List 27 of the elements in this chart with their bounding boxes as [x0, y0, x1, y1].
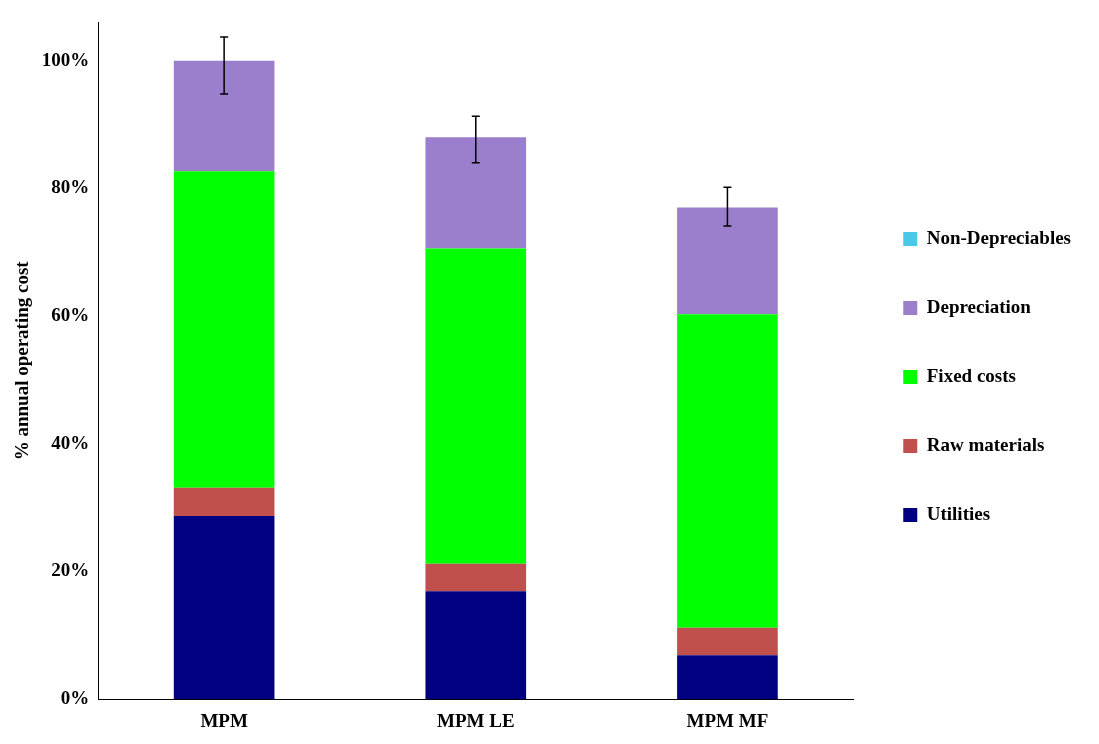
bar — [425, 591, 527, 700]
legend-label: Depreciation — [926, 295, 1032, 317]
legend-label: Fixed costs — [926, 364, 1016, 386]
bar — [173, 171, 275, 488]
bar — [677, 207, 778, 315]
x-tick-label: MPM MF — [686, 709, 769, 731]
y-tick-label: 100% — [41, 48, 90, 70]
y-tick-label: 80% — [51, 176, 90, 198]
bar — [425, 137, 527, 249]
legend-label: Non-Depreciables — [926, 226, 1072, 248]
y-tick-label: 20% — [51, 559, 90, 581]
y-tick-label: 60% — [51, 304, 90, 326]
bar — [173, 515, 275, 700]
y-tick-label: 40% — [51, 431, 90, 453]
bar — [173, 487, 275, 516]
x-tick-label: MPM — [200, 709, 248, 731]
bar — [425, 563, 527, 592]
y-tick-label: 0% — [60, 687, 90, 709]
bar — [677, 314, 778, 628]
bar — [173, 60, 275, 172]
bar — [425, 248, 527, 564]
bar — [677, 655, 778, 700]
legend-label: Utilities — [926, 502, 991, 524]
y-axis-title: % annual operating cost — [11, 260, 33, 461]
legend-label: Raw materials — [926, 433, 1045, 455]
bar — [677, 627, 778, 656]
x-tick-label: MPM LE — [436, 709, 515, 731]
